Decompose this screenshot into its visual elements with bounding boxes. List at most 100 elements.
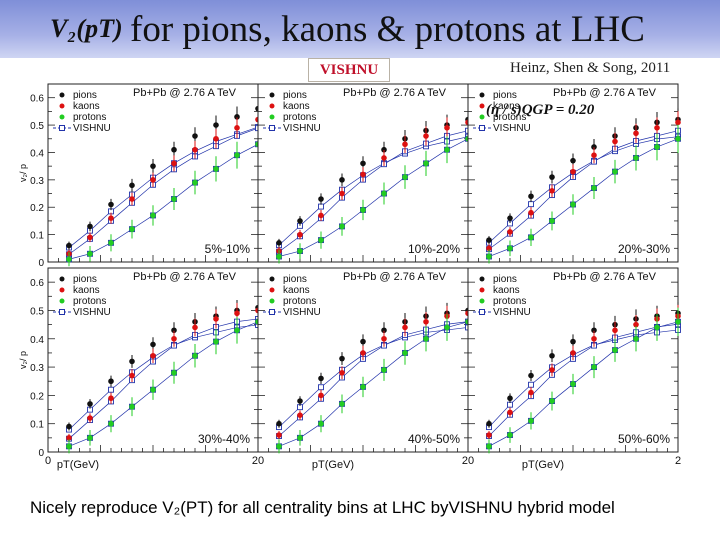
panel-2-point-protons (360, 207, 366, 213)
panel-3-point-protons (528, 234, 534, 241)
panel-5-point-kaons (339, 369, 345, 376)
panel-4-point-pions (150, 341, 156, 348)
panel-6-legend-marker-protons (479, 298, 485, 304)
panel-5-point-protons (297, 435, 303, 441)
panel-3-point-protons (612, 168, 618, 175)
panel-5-point-kaons (318, 392, 324, 399)
panel-4-vishnu-marker-pions (108, 386, 114, 393)
panel-3-point-pions (570, 157, 576, 164)
y-tick-label: 0.4 (30, 335, 44, 346)
y-axis-label: v₂/ p (18, 164, 28, 182)
panel-4-point-kaons (234, 310, 240, 317)
panel-4-point-kaons (171, 335, 177, 342)
panel-5-point-pions (381, 327, 387, 334)
panel-4-point-protons (87, 435, 93, 441)
panel-3-point-pions (528, 193, 534, 200)
panel-2-legend-marker-pions (269, 92, 275, 98)
panel-6-vishnu-marker-pions (528, 381, 534, 388)
panel-4-point-protons (192, 352, 198, 359)
panel-3-point-protons (570, 201, 576, 208)
panel-4-point-kaons (129, 372, 135, 379)
y-tick-label: 0 (38, 258, 44, 269)
panel-1-point-kaons (150, 177, 156, 183)
panel-2-point-protons (444, 146, 450, 153)
panel-4-point-protons (171, 369, 177, 376)
panel-6-legend-marker-pions (479, 276, 485, 282)
panel-4-point-protons (129, 403, 135, 410)
panel-1-point-protons (129, 226, 135, 232)
panel-6-point-protons (570, 381, 576, 387)
panel-5-point-kaons (381, 335, 387, 342)
panel-1-point-kaons (87, 234, 93, 241)
panel-1-point-pions (213, 122, 219, 128)
panel-4-point-pions (129, 358, 135, 365)
panel-1-centrality-label: 5%-10% (205, 242, 251, 256)
panel-4-vishnu-curve-pions (68, 324, 259, 430)
panel-2-point-protons (297, 248, 303, 254)
panel-1-point-pions (171, 146, 177, 153)
panel-5-point-kaons (423, 318, 429, 325)
panel-2-legend-label-pions: pions (283, 90, 307, 101)
vishnu-badge: VISHNU (308, 58, 390, 82)
panel-4-point-kaons (87, 415, 93, 421)
panel-4-legend-marker-kaons (59, 287, 65, 293)
panel-6-point-kaons (549, 367, 555, 373)
panel-5-vishnu-curve-pions (278, 327, 469, 428)
panel-4-vishnu-curve-kaons (68, 318, 259, 439)
page-title: for pions, kaons & protons at LHC (130, 9, 645, 50)
panel-3-vishnu-marker-pions (528, 201, 534, 208)
y-tick-label: 0.5 (30, 121, 44, 132)
panel-6-point-pions (591, 327, 597, 334)
panel-3-vishnu-curve-kaons (488, 130, 679, 250)
panel-1-point-protons (108, 240, 114, 246)
panel-5-legend-label-pions: pions (283, 274, 307, 285)
panel-1-point-pions (234, 114, 240, 120)
panel-1-point-kaons (108, 215, 114, 221)
panel-4-legend-label-pions: pions (73, 274, 97, 285)
panel-6-point-protons (507, 432, 513, 438)
panel-5-collision-label: Pb+Pb @ 2.76 A TeV (343, 271, 447, 283)
panel-3-point-kaons (507, 229, 513, 235)
panel-4-legend-marker-pions (59, 276, 65, 282)
panel-6-point-protons (633, 335, 639, 342)
panel-2-legend-marker-vishnu (269, 125, 275, 131)
panel-2-centrality-label: 10%-20% (408, 242, 460, 256)
panel-5-point-protons (444, 324, 450, 331)
panel-5-vishnu-curve-kaons (278, 321, 469, 437)
panel-2-point-protons (276, 253, 282, 260)
panel-1-point-protons (171, 196, 177, 202)
panel-6-point-kaons (507, 409, 513, 416)
panel-5-point-protons (276, 443, 282, 450)
panel-4-point-protons (66, 443, 72, 450)
x-tick-label-right: 2 (675, 455, 681, 467)
panel-5-point-protons (318, 420, 324, 427)
y-tick-label: 0 (38, 448, 44, 459)
panel-5-point-pions (318, 375, 324, 382)
panel-2-legend-label-kaons: kaons (283, 101, 310, 112)
panel-5-point-pions (276, 420, 282, 427)
panel-5-point-protons (381, 367, 387, 373)
y-tick-label: 0.2 (30, 391, 44, 402)
title-math-v2-pt: V₂(pT) (50, 14, 123, 43)
panel-5-point-kaons (402, 324, 408, 331)
panel-6-vishnu-curve-protons (488, 321, 679, 447)
panel-3-point-kaons (654, 125, 660, 131)
panel-2-vishnu-curve-protons (278, 138, 469, 257)
panel-6-point-protons (654, 324, 660, 331)
panel-3-centrality-label: 20%-30% (618, 242, 670, 256)
panel-2-point-pions (318, 196, 324, 202)
panel-6-point-kaons (486, 432, 492, 438)
panel-1-point-kaons (171, 160, 177, 167)
panel-2-vishnu-marker-pions (318, 203, 324, 210)
panel-5-point-kaons (297, 412, 303, 419)
panel-4-point-kaons (150, 352, 156, 359)
panel-1-legend-marker-vishnu (59, 125, 65, 131)
panel-4-legend-label-kaons: kaons (73, 285, 100, 296)
panel-1-point-pions (150, 163, 156, 169)
panel-3-legend-label-pions: pions (493, 90, 517, 101)
title-bar (0, 0, 720, 58)
panel-1-point-protons (150, 212, 156, 219)
panel-3-point-kaons (612, 138, 618, 145)
panel-3-point-kaons (486, 245, 492, 252)
x-tick-label-mid-2: 20 (462, 455, 474, 467)
